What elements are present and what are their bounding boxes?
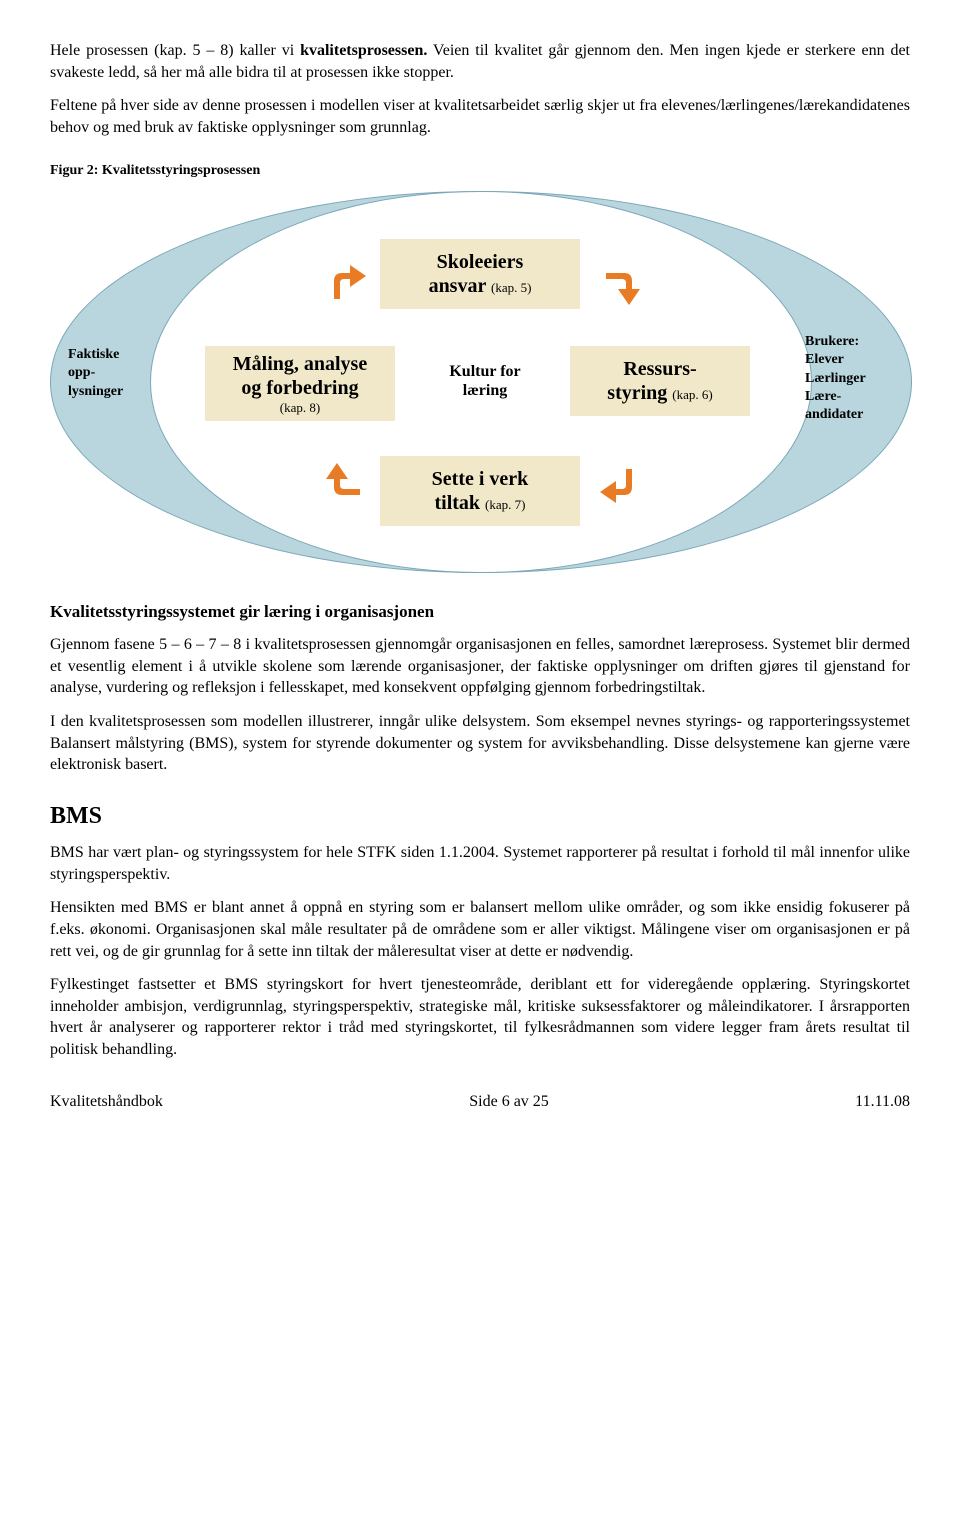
page-footer: Kvalitetshåndbok Side 6 av 25 11.11.08 (50, 1091, 910, 1113)
bms-p1: BMS har vært plan- og styringssystem for… (50, 842, 910, 885)
figure-caption: Figur 2: Kvalitetsstyringsprosessen (50, 162, 910, 181)
section-learning-title: Kvalitetsstyringssystemet gir læring i o… (50, 601, 910, 624)
cycle-arrow-1 (598, 259, 646, 307)
intro-para-1-bold: kvalitetsprosessen. (300, 42, 427, 59)
left-label: Faktiskeopp-lysninger (68, 346, 123, 401)
footer-center: Side 6 av 25 (469, 1091, 549, 1113)
bms-title: BMS (50, 800, 910, 832)
node-ressurs: Ressurs-styring (kap. 6) (570, 346, 750, 416)
cycle-arrow-3 (320, 461, 368, 509)
quality-process-diagram: Skoleeiersansvar (kap. 5) Måling, analyse… (50, 191, 910, 571)
node-kultur: Kultur forlæring (420, 351, 550, 411)
intro-para-1: Hele prosessen (kap. 5 – 8) kaller vi kv… (50, 40, 910, 83)
intro-para-2: Feltene på hver side av denne prosessen … (50, 95, 910, 138)
footer-left: Kvalitetshåndbok (50, 1091, 163, 1113)
bms-p3: Fylkestinget fastsetter et BMS styringsk… (50, 974, 910, 1060)
footer-right: 11.11.08 (855, 1091, 910, 1113)
bms-p2: Hensikten med BMS er blant annet å oppnå… (50, 897, 910, 962)
node-skoleeier: Skoleeiersansvar (kap. 5) (380, 239, 580, 309)
right-label: Brukere:EleverLærlingerLære-andidater (805, 333, 866, 424)
intro-para-1-pre: Hele prosessen (kap. 5 – 8) kaller vi (50, 42, 300, 59)
cycle-arrow-0 (320, 259, 368, 307)
section-learning-p2: I den kvalitetsprosessen som modellen il… (50, 711, 910, 776)
node-sette: Sette i verktiltak (kap. 7) (380, 456, 580, 526)
node-maling: Måling, analyseog forbedring(kap. 8) (205, 346, 395, 421)
section-learning-p1: Gjennom fasene 5 – 6 – 7 – 8 i kvalitets… (50, 634, 910, 699)
cycle-arrow-2 (598, 461, 646, 509)
